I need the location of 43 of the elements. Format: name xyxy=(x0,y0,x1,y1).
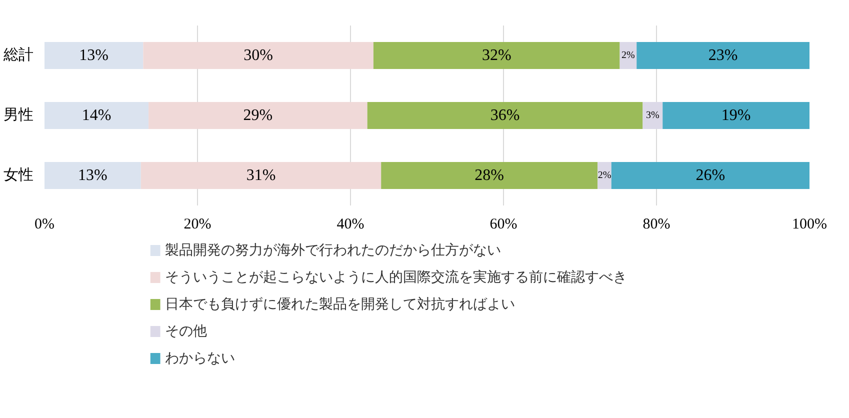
legend-label: わからない xyxy=(165,350,236,366)
data-label: 19% xyxy=(721,107,751,124)
bar xyxy=(636,42,810,69)
bar xyxy=(662,102,810,129)
bar xyxy=(373,42,620,69)
data-label: 30% xyxy=(244,47,273,64)
bar xyxy=(381,162,598,189)
bar xyxy=(44,102,149,129)
bar xyxy=(143,42,374,69)
legend-label: 製品開発の努力が海外で行われたのだから仕方がない xyxy=(165,242,502,258)
data-label: 32% xyxy=(482,47,512,64)
legend-label: そういうことが起こらないように人的国際交流を実施する前に確認すべき xyxy=(165,270,628,286)
data-label: 13% xyxy=(78,167,108,184)
bar xyxy=(642,102,663,129)
y-tick-label: 男性 xyxy=(4,106,34,124)
x-tick-label: 80% xyxy=(642,216,670,232)
bar xyxy=(44,42,144,69)
bar xyxy=(140,162,382,189)
x-tick-label: 60% xyxy=(490,216,518,232)
bar xyxy=(367,102,643,129)
x-tick-label: 20% xyxy=(184,216,212,232)
data-label: 31% xyxy=(246,167,276,184)
data-label: 23% xyxy=(708,47,738,64)
legend-label: 日本でも負けずに優れた製品を開発して対抗すればよい xyxy=(165,296,516,312)
legend-label: その他 xyxy=(165,324,208,340)
data-label: 2% xyxy=(622,50,635,61)
bar xyxy=(44,162,141,189)
data-label: 2% xyxy=(598,170,612,181)
data-label: 28% xyxy=(474,167,504,184)
bar xyxy=(148,102,368,129)
y-tick-label: 総計 xyxy=(2,46,34,64)
data-label: 3% xyxy=(646,110,660,121)
data-label: 29% xyxy=(243,107,273,124)
x-tick-label: 100% xyxy=(792,216,827,232)
data-label: 26% xyxy=(696,167,726,184)
data-label: 13% xyxy=(79,47,109,64)
x-tick-label: 40% xyxy=(336,216,364,232)
bar xyxy=(598,162,612,189)
y-tick-label: 女性 xyxy=(4,166,34,184)
data-label: 14% xyxy=(82,107,112,124)
x-tick-label: 0% xyxy=(34,216,54,232)
data-label: 36% xyxy=(490,107,520,124)
bar xyxy=(611,162,810,189)
